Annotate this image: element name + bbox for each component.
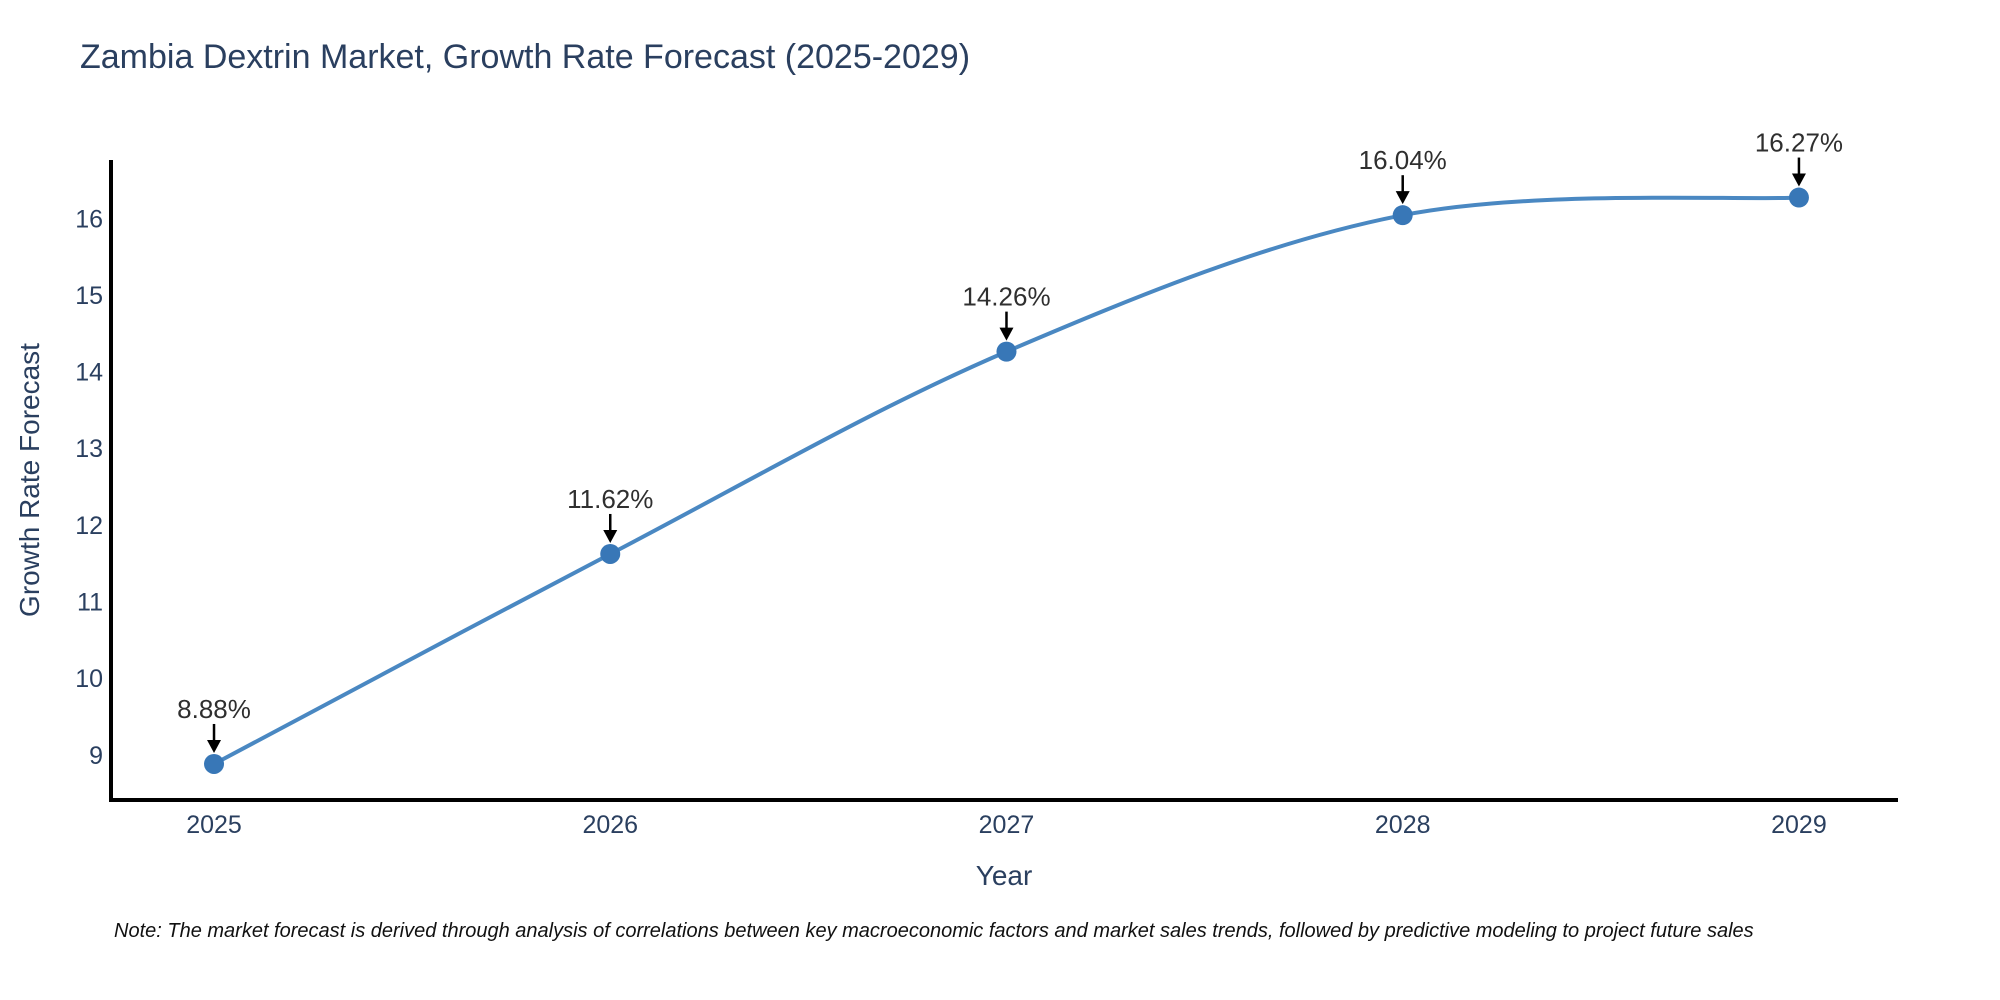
x-tick-label: 2025 [186, 811, 242, 839]
annotation-arrowhead-icon [1395, 191, 1410, 205]
y-tick-label: 15 [75, 282, 103, 310]
annotation-arrowhead-icon [603, 529, 618, 543]
x-tick-label: 2029 [1771, 811, 1827, 839]
axes-group [109, 160, 1898, 802]
y-tick-label: 16 [75, 205, 103, 233]
data-point-marker [600, 543, 621, 564]
y-axis-title: Growth Rate Forecast [14, 343, 45, 617]
data-point-marker [996, 341, 1017, 362]
annotation-arrowhead-icon [1791, 173, 1806, 187]
x-axis-title: Year [975, 860, 1033, 891]
y-tick-label: 14 [75, 359, 103, 387]
tick-labels-group: 9 10 11 12 13 14 15 16 2025 2026 2027 2028 2029 [75, 205, 1827, 839]
annotation-arrowhead-icon [207, 739, 222, 753]
y-tick-label: 11 [77, 588, 103, 616]
footnote: Note: The market forecast is derived thr… [114, 920, 1754, 942]
y-tick-label: 10 [75, 665, 103, 693]
point-annotation-label: 8.88% [177, 694, 251, 724]
y-tick-label: 13 [75, 435, 103, 463]
data-point-marker [204, 753, 225, 774]
annotations-group: 8.88% 11.62% 14.26% 16.04% 16.27% [177, 128, 1843, 753]
point-annotation: 11.62% [567, 484, 653, 543]
y-tick-label: 12 [75, 512, 103, 540]
x-tick-label: 2028 [1375, 811, 1431, 839]
x-tick-label: 2026 [582, 811, 638, 839]
growth-rate-line [212, 195, 1801, 766]
point-annotation-label: 16.04% [1359, 145, 1447, 175]
annotation-arrowhead-icon [999, 327, 1014, 341]
data-point-marker [1392, 205, 1413, 226]
point-annotation: 8.88% [177, 694, 251, 753]
y-tick-label: 9 [89, 742, 103, 770]
point-annotation: 16.04% [1359, 145, 1447, 205]
chart-title: Zambia Dextrin Market, Growth Rate Forec… [80, 38, 971, 76]
x-tick-label: 2027 [979, 811, 1035, 839]
point-annotation: 16.27% [1755, 128, 1843, 187]
point-annotation-label: 11.62% [567, 484, 653, 514]
series-group [204, 187, 1809, 774]
data-point-marker [1788, 187, 1809, 208]
point-annotation-label: 14.26% [962, 282, 1050, 312]
point-annotation: 14.26% [962, 282, 1051, 341]
point-annotation-label: 16.27% [1755, 128, 1843, 158]
